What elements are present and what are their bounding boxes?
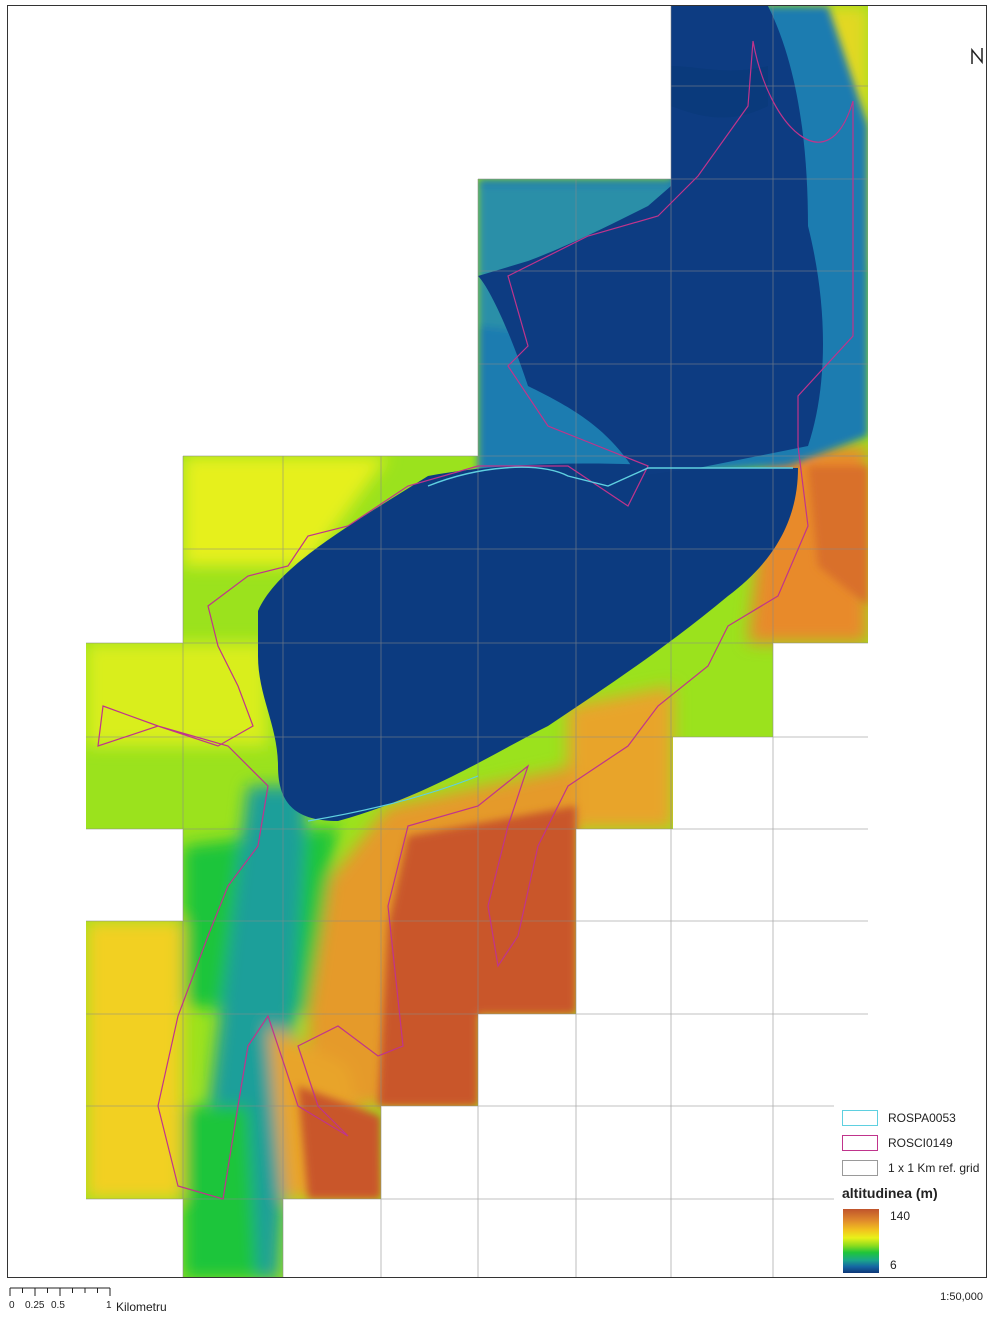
legend-label: ROSPA0053: [888, 1111, 956, 1125]
legend-label: ROSCI0149: [888, 1136, 953, 1150]
scale-bar: 0 0.25 0.5 1 Kilometru: [9, 1286, 239, 1316]
map-legend: ROSPA0053 ROSCI0149 1 x 1 Km ref. grid a…: [834, 1101, 986, 1277]
rosci0149-boundary: [97, 40, 854, 1200]
legend-item-rospa0053: ROSPA0053: [842, 1109, 956, 1127]
scale-ratio: 1:50,000: [940, 1291, 983, 1303]
scale-tick-025: 0.25: [25, 1300, 45, 1311]
scale-unit: Kilometru: [116, 1300, 167, 1314]
map-frame[interactable]: ROSPA0053 ROSCI0149 1 x 1 Km ref. grid a…: [7, 5, 987, 1278]
legend-swatch-rosci0149: [842, 1135, 878, 1151]
lake-water-body: [258, 463, 798, 821]
legend-swatch-rospa0053: [842, 1110, 878, 1126]
grid-1km: [86, 6, 868, 1277]
legend-label: 1 x 1 Km ref. grid: [888, 1161, 980, 1175]
legend-swatch-grid: [842, 1160, 878, 1176]
legend-item-grid: 1 x 1 Km ref. grid: [842, 1159, 979, 1177]
legend-item-rosci0149: ROSCI0149: [842, 1134, 953, 1152]
rospa0053-boundary: [427, 466, 793, 487]
scale-tick-0: 0: [9, 1300, 15, 1311]
scale-tick-05: 0.5: [51, 1300, 65, 1311]
legend-ramp-title: altitudinea (m): [842, 1185, 938, 1201]
ramp-min-label: 6: [890, 1258, 897, 1272]
north-arrow-icon: [971, 47, 983, 65]
scale-bar-ruler: [9, 1287, 111, 1296]
elevation-map[interactable]: [8, 6, 987, 1278]
ramp-max-label: 140: [890, 1209, 911, 1223]
elevation-color-ramp: [843, 1209, 879, 1273]
river-upper-water: [478, 6, 823, 476]
elevation-raster: [86, 6, 868, 1277]
scale-tick-1: 1: [106, 1300, 112, 1311]
